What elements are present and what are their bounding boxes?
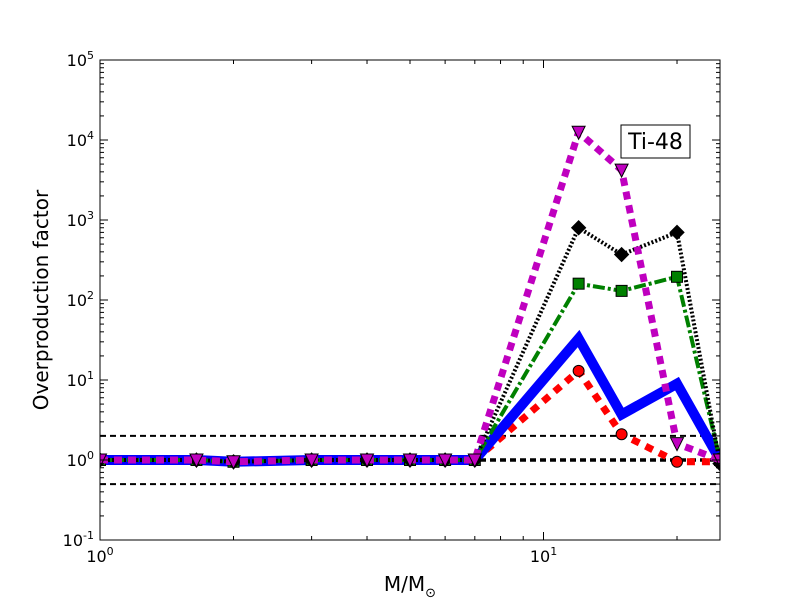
annotation-label: Ti-48 — [627, 130, 683, 155]
data-point — [669, 437, 685, 452]
series-2 — [100, 270, 720, 468]
series-3 — [100, 220, 720, 472]
data-point — [304, 453, 319, 469]
data-point — [572, 277, 585, 290]
y-axis-label: Overproduction factor — [29, 189, 53, 410]
data-point — [669, 224, 685, 241]
plot-frame — [99, 59, 721, 541]
data-point — [571, 125, 586, 141]
series-line — [100, 126, 720, 466]
x-axis-label: M/M⊙ — [384, 572, 436, 600]
data-point — [615, 284, 628, 297]
series-line — [100, 224, 720, 465]
data-point — [613, 246, 630, 263]
data-point — [671, 455, 684, 468]
data-point — [614, 163, 629, 179]
x-tick-label: 100 — [86, 545, 113, 566]
y-tick-label: 103 — [67, 209, 94, 230]
y-tick-label: 104 — [67, 129, 94, 150]
series-1 — [100, 329, 720, 467]
annotation-box: Ti-48 — [620, 124, 691, 159]
x-tick-label: 101 — [530, 545, 557, 566]
data-point — [615, 428, 628, 441]
data-point — [572, 364, 585, 377]
data-point — [359, 453, 375, 469]
y-tick-label: 105 — [67, 49, 94, 70]
x-axis-label-sub: ⊙ — [425, 586, 436, 600]
series-0 — [100, 364, 720, 468]
data-point — [189, 453, 204, 469]
y-tick-label: 102 — [67, 289, 94, 310]
y-tick-label: 10-1 — [63, 529, 94, 550]
series-4 — [100, 125, 720, 470]
x-axis-label-main: M/M — [384, 572, 425, 596]
data-point — [570, 220, 587, 236]
series-layer — [100, 125, 720, 472]
data-point — [671, 270, 684, 283]
y-tick-label: 100 — [67, 449, 94, 470]
data-point — [437, 453, 453, 469]
series-line — [100, 329, 720, 467]
data-point — [467, 453, 483, 469]
y-tick-label: 101 — [67, 369, 94, 390]
data-point — [402, 453, 418, 469]
data-point — [226, 455, 241, 470]
